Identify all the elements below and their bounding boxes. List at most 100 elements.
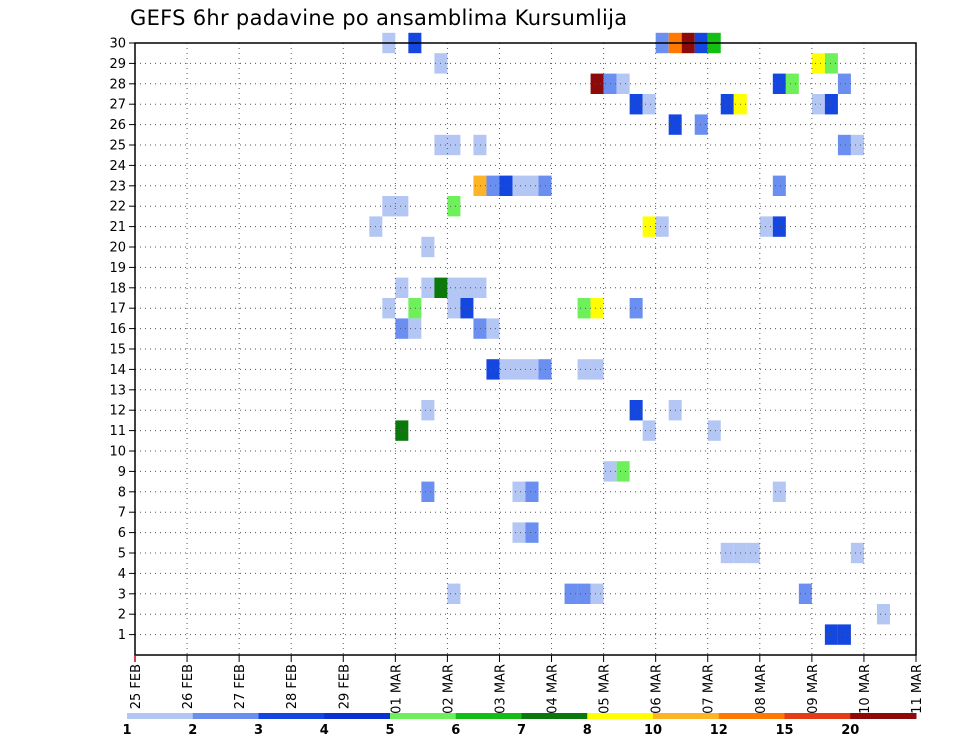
y-tick-label: 28: [109, 77, 126, 92]
data-cell: [876, 604, 890, 625]
data-cell: [629, 400, 643, 421]
legend-label: 5: [385, 723, 394, 738]
data-cell: [421, 400, 435, 421]
data-cell: [629, 94, 643, 115]
axes-layer: 1234567891011121314151617181920212223242…: [109, 37, 925, 714]
data-cell: [772, 216, 786, 237]
data-cell: [486, 175, 500, 196]
data-cell: [720, 542, 734, 564]
data-cell: [473, 277, 487, 298]
data-cell: [759, 216, 773, 237]
x-tick-label: 03 MAR: [493, 664, 508, 714]
data-cell: [837, 73, 851, 94]
data-cell: [395, 420, 409, 441]
data-cell: [395, 277, 409, 298]
legend-swatch: [127, 713, 194, 719]
legend-label: 3: [254, 723, 263, 738]
data-cell: [772, 73, 786, 94]
y-tick-label: 1: [118, 628, 126, 643]
y-tick-label: 7: [118, 506, 126, 521]
y-tick-label: 19: [109, 261, 126, 276]
legend-label: 12: [710, 723, 728, 738]
y-tick-label: 2: [118, 608, 126, 623]
data-cell: [460, 277, 474, 298]
x-tick-label: 28 FEB: [285, 664, 300, 709]
legend-swatch: [718, 713, 785, 719]
legend-swatch: [850, 713, 917, 719]
x-tick-label: 01 MAR: [389, 664, 404, 714]
data-cell: [642, 94, 656, 115]
data-cell: [486, 359, 500, 380]
y-tick-label: 10: [109, 445, 126, 460]
x-tick-label: 09 MAR: [806, 664, 821, 714]
data-cell: [616, 461, 630, 482]
y-tick-label: 30: [109, 37, 126, 52]
data-cell: [382, 196, 396, 217]
x-tick-label: 27 FEB: [233, 664, 248, 709]
y-tick-label: 4: [118, 567, 126, 582]
data-cell: [421, 236, 435, 258]
data-cell: [850, 542, 864, 564]
x-tick-label: 08 MAR: [754, 664, 769, 714]
data-cell: [642, 420, 656, 441]
data-cell: [577, 359, 591, 380]
data-cell: [772, 481, 786, 502]
legend-label: 2: [188, 723, 197, 738]
data-cell: [785, 73, 799, 94]
y-tick-label: 8: [118, 485, 126, 500]
legend: 1 2 3 4 5 6 7 8 10 12 15 20: [122, 713, 917, 738]
legend-swatch: [324, 713, 391, 719]
data-cell: [473, 134, 487, 156]
y-tick-label: 23: [109, 179, 126, 194]
legend-swatch: [455, 713, 522, 719]
y-tick-label: 12: [109, 404, 126, 419]
legend-swatch: [521, 713, 588, 719]
x-tick-label: 26 FEB: [181, 664, 196, 709]
y-tick-label: 20: [109, 241, 126, 256]
legend-label: 7: [517, 723, 526, 738]
y-tick-label: 25: [109, 139, 126, 154]
legend-label: 6: [451, 723, 460, 738]
data-cell: [772, 175, 786, 196]
data-cell: [577, 583, 591, 604]
data-cell: [460, 298, 474, 319]
data-cell: [525, 481, 539, 502]
data-cell: [525, 522, 539, 543]
data-cell: [486, 318, 500, 339]
x-tick-label: 29 FEB: [337, 664, 352, 709]
data-cell: [590, 583, 604, 604]
data-cell: [850, 134, 864, 156]
legend-label: 8: [583, 723, 592, 738]
data-cell: [473, 175, 487, 196]
y-tick-label: 16: [109, 322, 126, 337]
data-cell: [694, 114, 708, 135]
data-cell: [811, 53, 825, 74]
y-tick-label: 15: [109, 343, 126, 358]
y-tick-label: 26: [109, 118, 126, 133]
data-cell: [590, 298, 604, 319]
y-tick-label: 3: [118, 587, 126, 602]
data-cell: [616, 73, 630, 94]
data-cell: [720, 94, 734, 115]
data-cell: [512, 481, 526, 502]
data-cell: [382, 298, 396, 319]
cells-layer: [369, 32, 890, 645]
legend-label: 4: [320, 723, 329, 738]
data-cell: [655, 216, 669, 237]
legend-swatch: [653, 713, 720, 719]
legend-swatch: [784, 713, 851, 719]
x-tick-label: 02 MAR: [441, 664, 456, 714]
data-cell: [746, 542, 760, 564]
data-cell: [421, 277, 435, 298]
data-cell: [811, 94, 825, 115]
data-cell: [525, 175, 539, 196]
data-cell: [447, 298, 461, 319]
data-cell: [564, 583, 578, 604]
y-tick-label: 6: [118, 526, 126, 541]
x-tick-label: 07 MAR: [702, 664, 717, 714]
legend-swatch: [192, 713, 259, 719]
y-tick-label: 24: [109, 159, 126, 174]
legend-swatch: [390, 713, 457, 719]
data-cell: [408, 298, 422, 319]
